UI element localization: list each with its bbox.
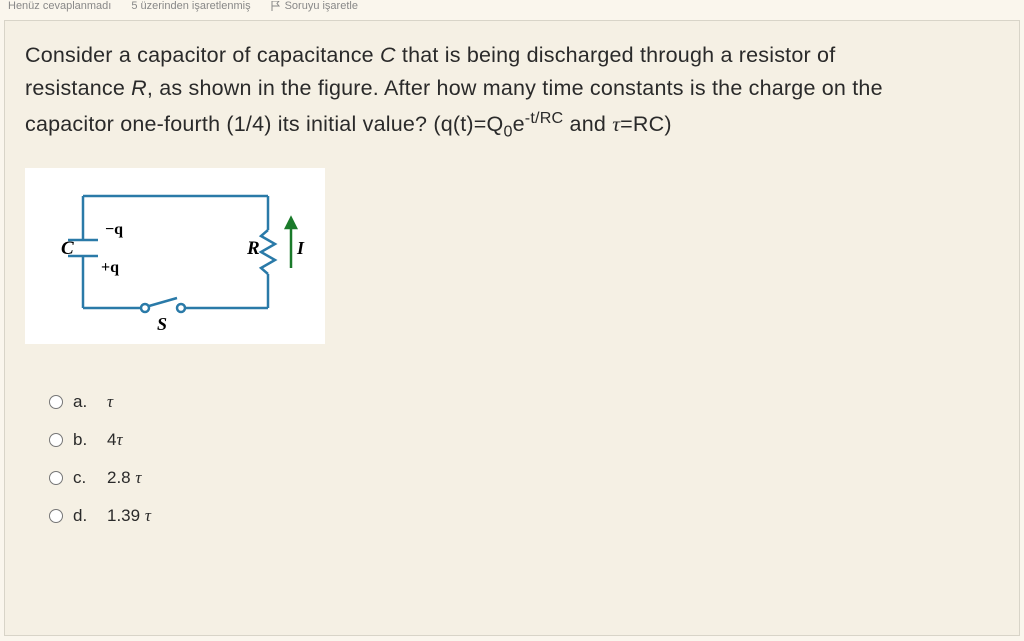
option-b-value: 4τ — [107, 430, 123, 450]
q-tau: τ — [612, 112, 620, 136]
graded-status: 5 üzerinden işaretlenmiş — [131, 0, 250, 12]
flag-question[interactable]: Soruyu işaretle — [271, 0, 358, 12]
option-d-tau: τ — [145, 506, 151, 525]
q-and: and — [563, 112, 612, 136]
option-a[interactable]: a. τ — [49, 392, 999, 412]
q-line3-pre: capacitor one-fourth (1/4) its initial v… — [25, 112, 503, 136]
q-var-r: R — [131, 76, 147, 100]
flag-icon — [271, 1, 281, 11]
circuit-svg: C −q +q R I S — [33, 176, 317, 336]
label-i: I — [296, 238, 305, 258]
q-var-c: C — [380, 43, 396, 67]
question-text: Consider a capacitor of capacitance C th… — [25, 39, 999, 144]
question-panel: Consider a capacitor of capacitance C th… — [4, 20, 1020, 636]
q-line1-pre: Consider a capacitor of capacitance — [25, 43, 380, 67]
option-b-tau: τ — [116, 430, 122, 449]
option-a-letter: a. — [73, 392, 93, 412]
option-b-letter: b. — [73, 430, 93, 450]
option-a-value: τ — [107, 392, 113, 412]
q-e: e — [513, 112, 525, 136]
option-c-letter: c. — [73, 468, 93, 488]
answered-status: Henüz cevaplanmadı — [8, 0, 111, 12]
meta-status-bar: Henüz cevaplanmadı 5 üzerinden işaretlen… — [0, 0, 1024, 16]
q-eq: =RC) — [620, 112, 672, 136]
q-line2-pre: resistance — [25, 76, 131, 100]
option-d-num: 1.39 — [107, 506, 140, 525]
q-line2-post: , as shown in the figure. After how many… — [147, 76, 883, 100]
label-minus-q: −q — [105, 221, 123, 238]
option-a-radio[interactable] — [49, 395, 63, 409]
circuit-diagram: C −q +q R I S — [25, 168, 325, 344]
option-d[interactable]: d. 1.39 τ — [49, 506, 999, 526]
option-d-radio[interactable] — [49, 509, 63, 523]
q-sup-exp: -t/RC — [525, 109, 564, 127]
answer-options: a. τ b. 4τ c. 2.8 τ d. 1.39 τ — [49, 392, 999, 526]
label-c: C — [61, 238, 74, 259]
q-sub-0: 0 — [503, 122, 512, 140]
label-plus-q: +q — [101, 259, 119, 276]
option-b-radio[interactable] — [49, 433, 63, 447]
option-c[interactable]: c. 2.8 τ — [49, 468, 999, 488]
option-c-value: 2.8 τ — [107, 468, 141, 488]
label-s: S — [157, 314, 167, 334]
flag-label: Soruyu işaretle — [285, 0, 358, 12]
option-d-value: 1.39 τ — [107, 506, 151, 526]
q-line1-post: that is being discharged through a resis… — [396, 43, 836, 67]
option-c-tau: τ — [135, 468, 141, 487]
option-b[interactable]: b. 4τ — [49, 430, 999, 450]
label-r: R — [246, 238, 260, 259]
option-c-radio[interactable] — [49, 471, 63, 485]
option-d-letter: d. — [73, 506, 93, 526]
option-c-num: 2.8 — [107, 468, 131, 487]
